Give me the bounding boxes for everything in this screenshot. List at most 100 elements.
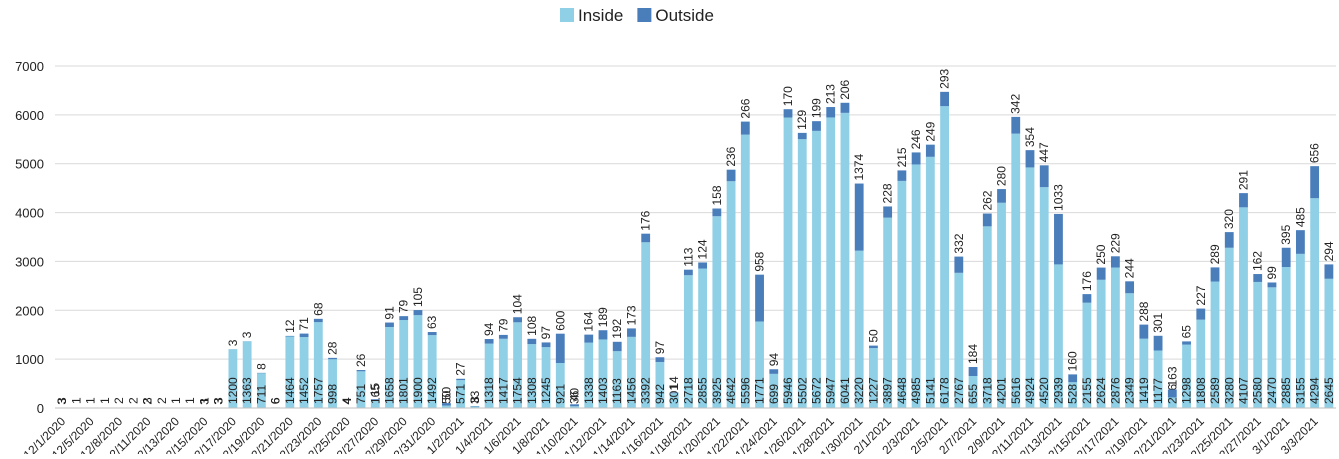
bar-segment bbox=[1182, 341, 1191, 344]
data-label: 1900 bbox=[411, 377, 425, 404]
bar-segment bbox=[314, 319, 323, 322]
data-label: 5946 bbox=[781, 377, 795, 404]
bar-segment bbox=[969, 367, 978, 376]
data-label: 99 bbox=[1265, 266, 1279, 280]
data-label: 1 bbox=[183, 397, 197, 404]
bar-segment bbox=[826, 107, 835, 117]
data-label: 65 bbox=[1180, 325, 1194, 339]
data-label: 71 bbox=[297, 317, 311, 331]
data-label: 173 bbox=[624, 305, 638, 325]
bar-segment bbox=[1040, 187, 1049, 408]
bar-segment bbox=[513, 317, 522, 322]
bar-segment bbox=[1225, 232, 1234, 248]
data-label: 1318 bbox=[482, 377, 496, 404]
data-label: 3 bbox=[55, 398, 69, 405]
bar-segment bbox=[812, 121, 821, 131]
bar-segment bbox=[940, 92, 949, 106]
data-label: 1227 bbox=[866, 377, 880, 404]
data-label: 4294 bbox=[1308, 377, 1322, 404]
bar-segment bbox=[712, 209, 721, 217]
bar-segment bbox=[784, 109, 793, 117]
bar-segment bbox=[1054, 214, 1063, 264]
data-label: 1464 bbox=[283, 377, 297, 404]
data-label: 1177 bbox=[1151, 378, 1165, 404]
y-tick-label: 4000 bbox=[15, 206, 44, 221]
data-label: 3925 bbox=[710, 377, 724, 404]
bar-segment bbox=[727, 181, 736, 408]
data-label: 94 bbox=[767, 353, 781, 367]
data-label: 4520 bbox=[1037, 377, 1051, 404]
data-label: 6041 bbox=[838, 377, 852, 404]
data-label: 63 bbox=[425, 315, 439, 329]
data-label: 2155 bbox=[1080, 377, 1094, 404]
y-tick-label: 3000 bbox=[15, 254, 44, 269]
data-label: 4648 bbox=[895, 377, 909, 404]
data-label: 104 bbox=[511, 294, 525, 314]
data-label: 3 bbox=[212, 398, 226, 405]
data-label: 40 bbox=[568, 388, 582, 402]
data-label: 1492 bbox=[425, 377, 439, 404]
data-label: 50 bbox=[866, 329, 880, 343]
bar-segment bbox=[940, 106, 949, 408]
bar-segment bbox=[798, 139, 807, 408]
data-label: 5672 bbox=[809, 377, 823, 404]
data-label: 3280 bbox=[1222, 377, 1236, 404]
bar-segment bbox=[698, 262, 707, 268]
data-label: 528 bbox=[1066, 384, 1080, 404]
data-label: 170 bbox=[781, 86, 795, 106]
bar-segment bbox=[983, 214, 992, 227]
data-label: 79 bbox=[397, 299, 411, 313]
bar-segment bbox=[1239, 193, 1248, 207]
bar-segment bbox=[841, 103, 850, 113]
data-label: 8 bbox=[468, 396, 482, 403]
bar-segment bbox=[727, 170, 736, 182]
data-label: 129 bbox=[795, 110, 809, 130]
bar-segment bbox=[357, 370, 366, 371]
data-label: 4201 bbox=[995, 377, 1009, 404]
data-label: 1363 bbox=[240, 377, 254, 404]
bar-segment bbox=[798, 133, 807, 139]
bar-segment bbox=[584, 335, 593, 343]
bar-segment bbox=[755, 275, 764, 322]
data-label: 711 bbox=[254, 385, 268, 404]
data-label: 2 bbox=[126, 397, 140, 404]
data-label: 3 bbox=[226, 339, 240, 346]
data-label: 2589 bbox=[1208, 377, 1222, 404]
data-label: 751 bbox=[354, 384, 368, 404]
data-label: 2349 bbox=[1123, 377, 1137, 404]
bar-segment bbox=[1026, 150, 1035, 167]
bar-segment bbox=[841, 113, 850, 408]
bar-segment bbox=[499, 335, 508, 339]
bar-segment bbox=[656, 357, 665, 362]
data-label: 1403 bbox=[596, 377, 610, 404]
bar-segment bbox=[1196, 309, 1205, 320]
bar-segment bbox=[897, 170, 906, 181]
data-label: 250 bbox=[1094, 244, 1108, 264]
bar-segment bbox=[954, 257, 963, 273]
data-label: 294 bbox=[1322, 241, 1336, 261]
bar-segment bbox=[926, 157, 935, 408]
data-label: 28 bbox=[326, 341, 340, 355]
y-tick-label: 5000 bbox=[15, 157, 44, 172]
data-label: 4107 bbox=[1236, 377, 1250, 404]
data-label: 15 bbox=[368, 383, 382, 397]
data-label: 2876 bbox=[1108, 377, 1122, 404]
bar-segment bbox=[371, 399, 380, 400]
data-label: 1801 bbox=[397, 377, 411, 404]
data-label: 600 bbox=[553, 310, 567, 330]
legend-label: Inside bbox=[578, 6, 623, 25]
bar-segment bbox=[1125, 281, 1134, 293]
bar-segment bbox=[997, 203, 1006, 408]
data-label: 246 bbox=[909, 129, 923, 149]
bar-segment bbox=[328, 358, 337, 359]
data-label: 199 bbox=[809, 98, 823, 118]
data-label: 1419 bbox=[1137, 377, 1151, 404]
bar-segment bbox=[812, 131, 821, 408]
bar-segment bbox=[399, 316, 408, 320]
bar-segment bbox=[300, 334, 309, 337]
data-label: 2 bbox=[141, 398, 155, 405]
bar-segment bbox=[1154, 336, 1163, 351]
data-label: 158 bbox=[710, 185, 724, 205]
bar-segment bbox=[414, 310, 423, 315]
data-label: 2580 bbox=[1251, 377, 1265, 404]
